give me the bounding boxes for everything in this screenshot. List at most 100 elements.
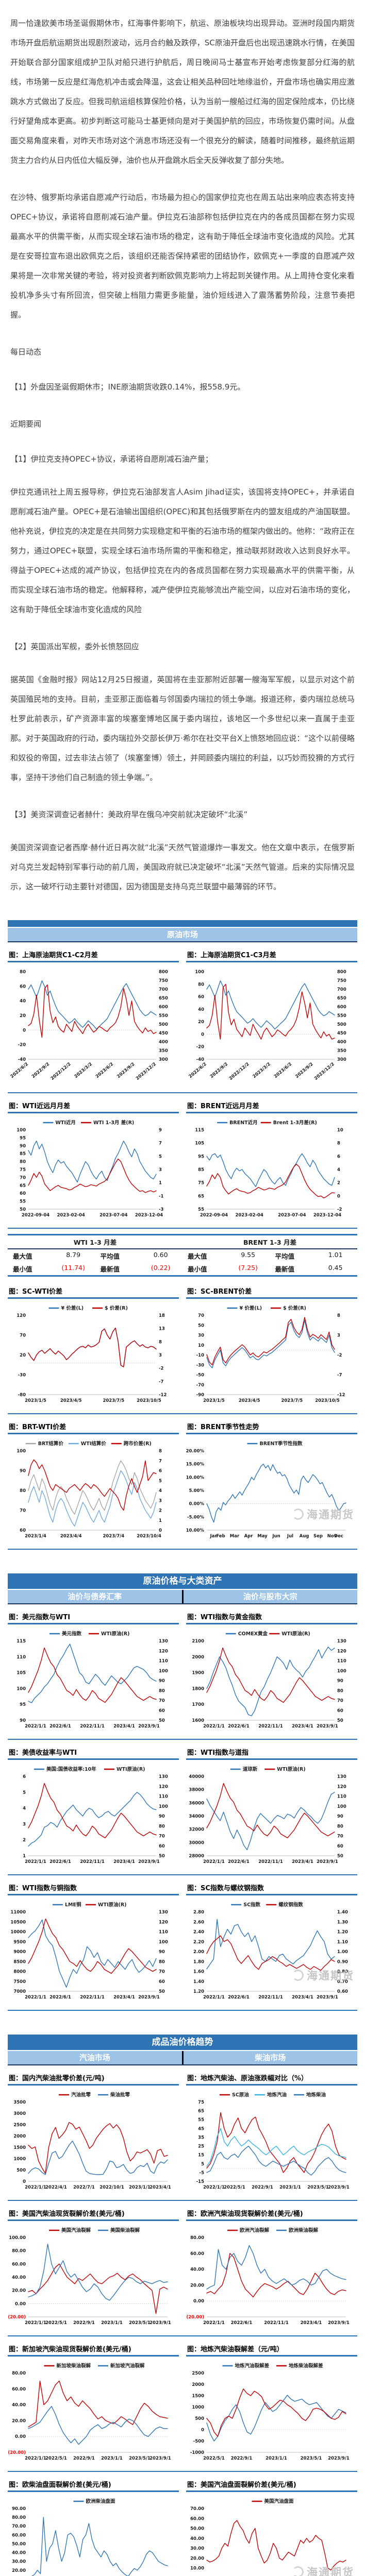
y2-axis-tick: -12 xyxy=(159,1393,167,1398)
legend-label: SC指数 xyxy=(243,1902,260,1908)
y-axis-tick: 1.40 xyxy=(193,1979,204,1985)
y-axis-tick: 8500 xyxy=(13,1959,26,1964)
series-line-地炼柴油 xyxy=(207,2146,346,2175)
y-axis-tick: -90 xyxy=(196,1393,204,1398)
y-axis-tick: -20 xyxy=(18,1043,26,1048)
y2-axis-tick: 4 xyxy=(159,1488,162,1494)
y2-axis-tick: 650 xyxy=(337,996,346,1001)
y-axis-tick: -1000 xyxy=(190,2450,204,2455)
chart-canvas: 80.0060.0040.0020.000.00(20.00)2022/1/12… xyxy=(8,2358,174,2465)
y2-axis-tick: 450 xyxy=(337,1031,346,1036)
x-axis-tick: 2023/1/5 xyxy=(25,1398,46,1403)
y-axis-tick: 2100 xyxy=(192,1639,204,1644)
y-axis-tick: 80.00 xyxy=(12,2515,26,2520)
y-axis-tick: 55 xyxy=(198,1207,204,1212)
x-axis-tick: 2023/3/2 xyxy=(74,1062,93,1080)
y2-axis-tick: 130 xyxy=(159,1910,168,1915)
x-axis-tick: 2022/10/1 xyxy=(99,2185,124,2190)
y-axis-tick: 40 xyxy=(198,1007,204,1012)
news-item-3-title: 【3】美资深调查记者赫什：美政府早在俄乌冲突前就决定破坏“北溪” xyxy=(10,805,355,824)
y2-axis-tick: 80 xyxy=(337,1688,343,1693)
x-axis-tick: 2023/12/2 xyxy=(135,1062,157,1081)
y-axis-tick: 1900 xyxy=(192,1671,204,1676)
x-axis-tick: 2023/6/2 xyxy=(95,1062,114,1080)
x-axis-tick: 2023/4/1 xyxy=(113,1724,135,1729)
news-item-2-body: 据英国《金融时报》网站12月25日报道，英国将在圭亚那附近部署一艘海军军舰，以显… xyxy=(10,670,355,787)
x-axis-tick: 2023/9/1 xyxy=(138,1724,160,1729)
y-axis-tick: 10.00 xyxy=(190,2566,204,2571)
y-axis-tick: 50.00 xyxy=(190,2527,204,2532)
y-axis-tick: 20 xyxy=(20,1013,26,1019)
series-line-$价差(R) xyxy=(207,1317,335,1365)
y2-axis-tick: 8 xyxy=(337,1141,340,1146)
y-axis-tick: 30.00 xyxy=(190,2546,204,2551)
section-subheader: 油价与债券汇率油价与股市大宗 xyxy=(8,1590,357,1604)
legend-label: 美元指数 xyxy=(61,1631,82,1637)
chart-title: 图：美国汽柴油现货裂解价差(美元/桶) xyxy=(8,2205,179,2221)
x-axis-tick: 2023-12-04 xyxy=(313,1213,341,1218)
x-axis-tick: 2023/4/1 xyxy=(150,2185,171,2190)
y2-axis-tick: 400 xyxy=(159,1040,168,1045)
legend-label: 道琼斯 xyxy=(243,1766,258,1772)
y-axis-tick: 0 xyxy=(23,1028,26,1033)
y-axis-tick: -20 xyxy=(196,1045,204,1050)
y-axis-tick: 9500 xyxy=(13,1940,26,1945)
y-axis-tick: 70 xyxy=(198,1313,204,1318)
x-axis-tick: 2022/11/1 xyxy=(264,2320,289,2326)
x-axis-tick: 2023-02-04 xyxy=(235,1213,263,1218)
subheader-cell: 柴油市场 xyxy=(182,2051,358,2064)
x-axis-tick: 2022/5/1 xyxy=(45,2320,67,2326)
y2-axis-tick: 100 xyxy=(159,1804,168,1809)
y-axis-tick: 65 xyxy=(20,1183,26,1189)
x-axis-tick: 2022/6/1 xyxy=(49,1995,71,2000)
daily-heading: 每日动态 xyxy=(10,342,355,362)
legend-label: BRENT季节性指数 xyxy=(259,1440,302,1447)
y2-axis-tick: -3 xyxy=(159,1207,164,1212)
y2-axis-tick: 1 xyxy=(159,1181,162,1186)
y-axis-tick: 55 xyxy=(198,2117,204,2123)
y2-axis-tick: 5 xyxy=(159,1479,162,1484)
x-axis-tick: 2023/4/5 xyxy=(239,1398,260,1403)
x-axis-tick: 2022/12/2 xyxy=(228,1062,251,1081)
stats-table-header: BRENT 1-3 月差 xyxy=(182,1235,357,1249)
chart-canvas: 100806040200-20-408007507006506005505004… xyxy=(186,963,352,1086)
y-axis-tick: 70.00 xyxy=(12,2524,26,2529)
y-axis-tick: 40000 xyxy=(189,1774,204,1780)
y-axis-tick: 1500 xyxy=(192,2394,204,2399)
y-axis-tick: 90 xyxy=(20,1144,26,1149)
y2-axis-tick: 0.60 xyxy=(337,1989,348,1994)
chart-canvas: 1009590858075706560555097531-1-32022-09-… xyxy=(8,1114,174,1222)
chart-canvas: 100.0080.0060.0040.0020.000.00(20.00)202… xyxy=(8,2222,174,2329)
x-axis-tick: 2022/1/1 xyxy=(203,1859,225,1865)
y2-axis-tick: 110 xyxy=(159,1930,168,1935)
y2-axis-tick: 3 xyxy=(159,1498,162,1503)
y-axis-tick: 80 xyxy=(20,970,26,975)
y2-axis-tick: 90 xyxy=(337,1679,343,1684)
y-axis-tick: 10500 xyxy=(10,1920,26,1925)
y2-axis-tick: -2 xyxy=(337,1207,342,1212)
x-axis-tick: 2022/9/2 xyxy=(209,1062,229,1080)
y-axis-tick: 32000 xyxy=(189,1827,204,1833)
y-axis-tick: -10 xyxy=(196,1353,204,1358)
y-axis-tick: 80.00 xyxy=(190,2235,204,2241)
y2-axis-tick: -2 xyxy=(159,1366,164,1371)
x-axis-tick: 2022/7/1 xyxy=(73,2185,95,2190)
y2-axis-tick: 70 xyxy=(159,1699,165,1704)
y-axis-tick: 2000 xyxy=(13,2134,26,2139)
y-axis-tick: 20.00 xyxy=(190,2283,204,2288)
y-axis-tick: 9000 xyxy=(13,1950,26,1955)
legend-label: BRT结算价 xyxy=(38,1440,64,1447)
legend-label: BRENT近月 xyxy=(229,1120,257,1126)
x-axis-tick: 2023/1/5 xyxy=(203,1398,225,1403)
x-axis-tick: 2023-07-04 xyxy=(99,1213,127,1218)
series-line-WTI原油(R) xyxy=(28,1919,156,1974)
